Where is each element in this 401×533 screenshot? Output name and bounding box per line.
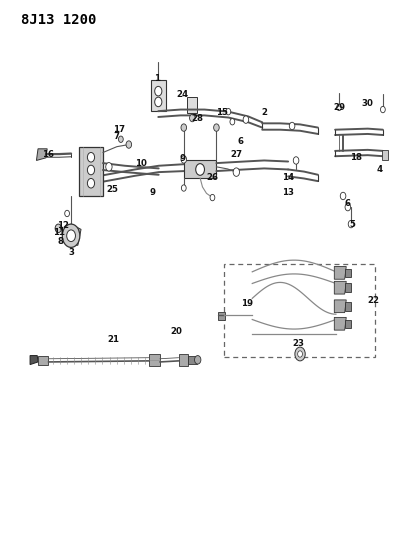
Text: 26: 26 bbox=[207, 173, 219, 182]
Circle shape bbox=[348, 220, 354, 228]
Text: 9: 9 bbox=[180, 155, 186, 164]
Circle shape bbox=[118, 136, 123, 142]
Polygon shape bbox=[187, 97, 197, 113]
Circle shape bbox=[181, 124, 186, 131]
Circle shape bbox=[87, 179, 95, 188]
Text: 12: 12 bbox=[57, 221, 69, 230]
Text: 14: 14 bbox=[282, 173, 294, 182]
Text: 17: 17 bbox=[113, 125, 125, 134]
Text: 25: 25 bbox=[106, 185, 118, 194]
Circle shape bbox=[210, 195, 215, 201]
Text: 8J13 1200: 8J13 1200 bbox=[21, 13, 97, 27]
Circle shape bbox=[295, 347, 305, 361]
Text: 18: 18 bbox=[350, 153, 362, 162]
Polygon shape bbox=[334, 281, 346, 294]
Circle shape bbox=[106, 163, 112, 171]
Circle shape bbox=[155, 86, 162, 96]
Circle shape bbox=[194, 356, 201, 364]
Text: 9: 9 bbox=[150, 188, 156, 197]
Text: 23: 23 bbox=[292, 339, 304, 348]
Circle shape bbox=[65, 211, 69, 216]
Polygon shape bbox=[79, 147, 103, 196]
Circle shape bbox=[196, 164, 205, 175]
Circle shape bbox=[243, 116, 249, 123]
Polygon shape bbox=[64, 224, 81, 245]
Polygon shape bbox=[344, 302, 351, 311]
Circle shape bbox=[340, 192, 346, 200]
Circle shape bbox=[381, 107, 385, 113]
Polygon shape bbox=[30, 356, 38, 365]
Polygon shape bbox=[149, 354, 160, 366]
Circle shape bbox=[230, 118, 235, 125]
Polygon shape bbox=[151, 80, 166, 111]
Text: 6: 6 bbox=[237, 138, 243, 147]
Text: 15: 15 bbox=[217, 108, 228, 117]
Text: 19: 19 bbox=[241, 299, 253, 308]
Circle shape bbox=[155, 97, 162, 107]
Text: 24: 24 bbox=[176, 90, 188, 99]
Circle shape bbox=[87, 165, 95, 175]
Text: 20: 20 bbox=[171, 327, 182, 336]
Polygon shape bbox=[188, 356, 196, 364]
Text: 7: 7 bbox=[114, 132, 120, 141]
Circle shape bbox=[298, 351, 302, 357]
Circle shape bbox=[181, 156, 186, 163]
Circle shape bbox=[345, 204, 350, 211]
Circle shape bbox=[181, 185, 186, 191]
Text: 1: 1 bbox=[154, 74, 160, 83]
Circle shape bbox=[337, 104, 342, 111]
Text: 27: 27 bbox=[230, 150, 242, 159]
Polygon shape bbox=[219, 312, 225, 319]
Text: 4: 4 bbox=[377, 166, 383, 174]
Text: 8: 8 bbox=[57, 237, 63, 246]
Circle shape bbox=[87, 152, 95, 162]
Polygon shape bbox=[344, 269, 351, 277]
Polygon shape bbox=[38, 356, 49, 365]
Circle shape bbox=[55, 224, 61, 232]
Circle shape bbox=[126, 141, 132, 148]
Polygon shape bbox=[178, 354, 188, 366]
Text: 5: 5 bbox=[349, 220, 355, 229]
Text: 2: 2 bbox=[261, 108, 267, 117]
Text: 29: 29 bbox=[333, 103, 345, 112]
Polygon shape bbox=[334, 266, 346, 279]
Text: 11: 11 bbox=[53, 228, 65, 237]
Polygon shape bbox=[36, 149, 47, 160]
Text: 16: 16 bbox=[43, 150, 55, 159]
Circle shape bbox=[190, 114, 195, 122]
Text: 13: 13 bbox=[282, 188, 294, 197]
Text: 21: 21 bbox=[107, 335, 119, 344]
Circle shape bbox=[214, 124, 219, 131]
Polygon shape bbox=[184, 160, 217, 178]
Text: 6: 6 bbox=[345, 199, 351, 208]
Polygon shape bbox=[344, 319, 351, 328]
Polygon shape bbox=[334, 317, 346, 330]
Bar bbox=[224, 264, 375, 357]
Polygon shape bbox=[344, 284, 351, 292]
Circle shape bbox=[293, 157, 299, 164]
Circle shape bbox=[226, 109, 231, 115]
Text: 30: 30 bbox=[361, 99, 373, 108]
Polygon shape bbox=[334, 300, 346, 313]
Circle shape bbox=[67, 230, 75, 241]
Polygon shape bbox=[382, 150, 389, 160]
Text: 22: 22 bbox=[368, 296, 380, 305]
Text: 10: 10 bbox=[135, 159, 147, 167]
Circle shape bbox=[233, 168, 239, 176]
Circle shape bbox=[289, 122, 295, 130]
Text: 3: 3 bbox=[68, 248, 74, 257]
Circle shape bbox=[62, 224, 80, 247]
Text: 28: 28 bbox=[192, 114, 204, 123]
